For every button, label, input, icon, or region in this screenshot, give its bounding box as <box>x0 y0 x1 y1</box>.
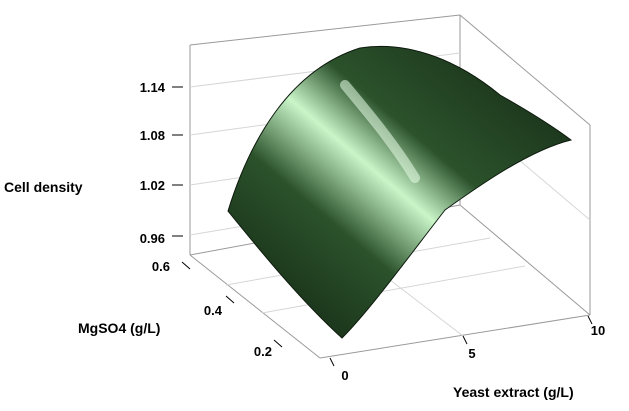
y-axis: 0.6 0.4 0.2 MgSO4 (g/L) <box>78 259 283 359</box>
box-back-top-edge <box>189 14 461 46</box>
z-tick-label: 0.96 <box>140 231 165 246</box>
box-floor-left-edge <box>189 254 321 359</box>
z-axis-title: Cell density <box>4 179 83 195</box>
x-tick-label: 0 <box>341 368 348 383</box>
x-axis-title: Yeast extract (g/L) <box>453 384 574 400</box>
x-tick-label: 10 <box>591 323 605 338</box>
z-tick-label: 1.02 <box>140 178 165 193</box>
box-floor-front-edge <box>319 314 591 359</box>
grid-floor-y2 <box>261 265 526 314</box>
z-tick-label: 1.14 <box>140 80 166 95</box>
y-tick-label: 0.6 <box>152 259 170 274</box>
y-axis-title: MgSO4 (g/L) <box>78 320 160 336</box>
y-tick-label: 0.2 <box>254 344 272 359</box>
z-axis: 1.14 1.08 1.02 0.96 Cell density <box>4 80 183 246</box>
response-surface <box>227 45 573 339</box>
surface-highlight <box>340 80 420 183</box>
z-tick-label: 1.08 <box>140 128 165 143</box>
x-tick-label: 5 <box>468 346 475 361</box>
x-axis: 0 5 10 Yeast extract (g/L) <box>329 315 605 400</box>
box-right-top-edge <box>459 14 591 126</box>
y-tick-label: 0.4 <box>204 303 223 318</box>
box-right-bottom-edge <box>459 204 591 316</box>
